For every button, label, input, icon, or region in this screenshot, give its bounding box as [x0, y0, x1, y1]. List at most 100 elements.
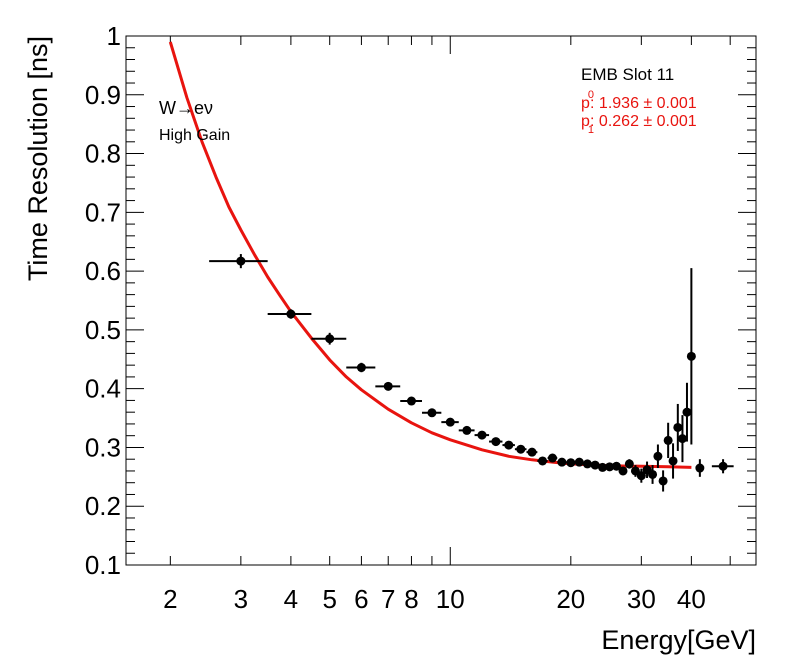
data-marker [491, 437, 501, 447]
data-marker [236, 256, 246, 266]
fit-param-p1-sub: 1 [588, 124, 594, 136]
data-marker [574, 457, 584, 467]
fit-param-p0-label: p [581, 95, 590, 112]
data-point [695, 459, 705, 477]
data-marker [682, 407, 692, 417]
data-marker [527, 447, 537, 457]
data-point [682, 382, 692, 442]
y-tick-label: 0.1 [85, 550, 121, 580]
data-point [526, 447, 538, 457]
data-marker [677, 434, 687, 444]
data-marker [598, 462, 608, 472]
x-tick-label: 5 [322, 584, 336, 614]
y-axis-ticks: 0.1 0.2 0.3 0.4 0.5 0.6 0.7 0.8 0.9 1 [85, 21, 756, 580]
y-axis-label: Time Resolution [ns] [23, 36, 53, 281]
data-marker [462, 425, 472, 435]
data-point [441, 417, 459, 427]
data-point [605, 462, 615, 472]
data-point [557, 457, 567, 467]
data-point [677, 415, 687, 463]
data-point [267, 309, 312, 319]
data-point [582, 459, 592, 469]
data-points-layer [209, 254, 734, 492]
x-tick-label: 6 [354, 584, 368, 614]
y-tick-label: 0.2 [85, 491, 121, 521]
x-tick-label: 7 [381, 584, 395, 614]
data-point [474, 430, 490, 440]
data-point [346, 362, 376, 373]
x-axis-label: Energy[GeV] [601, 625, 756, 655]
data-marker [686, 351, 696, 361]
data-point [663, 422, 673, 459]
data-marker [356, 363, 366, 373]
data-point [375, 381, 401, 391]
data-point [574, 457, 584, 467]
y-tick-label: 0.8 [85, 139, 121, 169]
process-arrow-icon: → [176, 98, 194, 118]
data-marker [668, 456, 678, 466]
data-marker [653, 451, 663, 461]
data-point [658, 470, 668, 492]
x-tick-label: 30 [627, 584, 656, 614]
x-tick-label: 8 [404, 584, 418, 614]
y-tick-label: 0.3 [85, 432, 121, 462]
data-point [502, 440, 515, 450]
data-point [421, 408, 442, 418]
data-marker [648, 469, 658, 479]
data-marker [718, 461, 728, 471]
process-label-w: W [159, 98, 176, 118]
fit-param-p1-label: p [581, 113, 590, 130]
y-tick-label: 0.7 [85, 197, 121, 227]
data-marker [663, 435, 673, 445]
data-marker [547, 453, 557, 463]
x-axis-ticks: 2 3 4 5 6 7 8 10 20 30 40 [163, 36, 731, 614]
x-tick-label: 4 [284, 584, 298, 614]
y-tick-label: 0.6 [85, 256, 121, 286]
slot-label: EMB Slot 11 [581, 65, 674, 84]
data-point [598, 462, 608, 472]
data-point [668, 443, 678, 479]
data-point [611, 461, 621, 471]
data-point [624, 459, 634, 469]
data-marker [538, 456, 548, 466]
data-marker [590, 460, 600, 470]
data-point [547, 453, 558, 463]
data-marker [504, 440, 514, 450]
data-marker [618, 466, 628, 476]
data-marker [406, 396, 416, 406]
data-point [673, 403, 683, 451]
data-marker [636, 471, 646, 481]
plot-frame [125, 35, 757, 566]
x-tick-label: 20 [556, 584, 585, 614]
data-point [209, 254, 268, 269]
x-tick-label: 40 [677, 584, 706, 614]
data-marker [695, 463, 705, 473]
fit-param-p1: p1: 0.262 ± 0.001 [581, 113, 697, 136]
data-marker [325, 334, 335, 344]
fit-param-p0: p0: 1.936 ± 0.001 [581, 89, 697, 112]
data-point [537, 456, 548, 466]
fit-param-p0-value: : 1.936 ± 0.001 [590, 95, 697, 112]
fit-param-p1-value: : 0.262 ± 0.001 [590, 113, 697, 130]
data-point [648, 465, 658, 484]
x-tick-label: 2 [163, 584, 177, 614]
data-marker [383, 381, 393, 391]
y-tick-label: 1 [107, 21, 121, 51]
data-marker [427, 408, 437, 418]
data-marker [582, 459, 592, 469]
data-point [686, 268, 696, 445]
x-tick-label: 10 [436, 584, 465, 614]
data-point [458, 425, 475, 435]
data-marker [605, 462, 615, 472]
process-label: W→eν [159, 98, 213, 118]
data-marker [557, 457, 567, 467]
process-label-enu: eν [194, 98, 213, 118]
x-tick-label: 3 [234, 584, 248, 614]
data-point [653, 444, 663, 469]
data-point [711, 459, 734, 474]
data-point [489, 437, 503, 447]
data-point [636, 468, 646, 483]
data-point [566, 458, 576, 468]
